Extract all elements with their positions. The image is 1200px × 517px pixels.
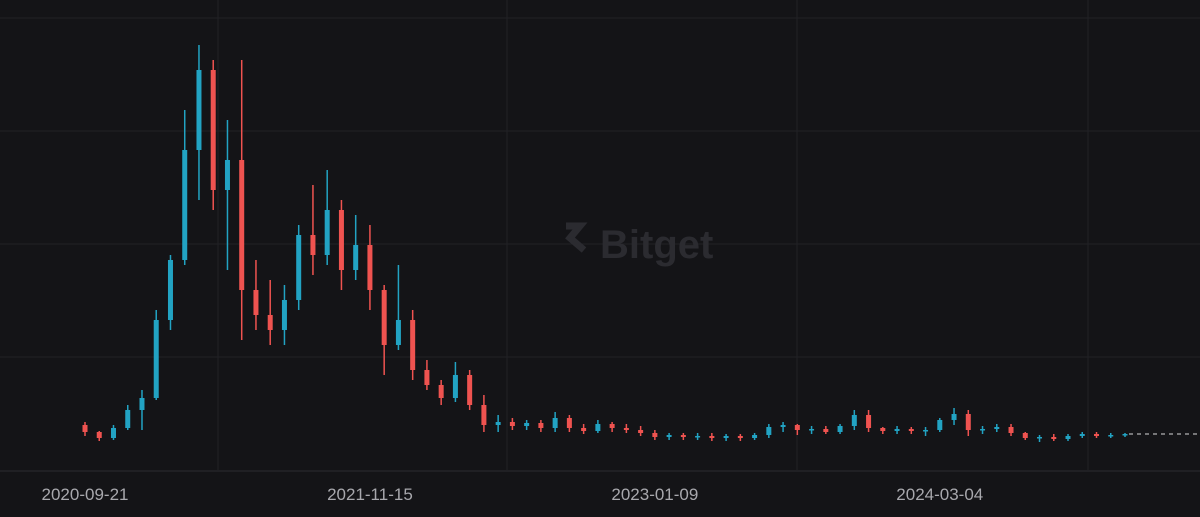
candle-body <box>267 315 273 330</box>
candle-body <box>894 429 900 431</box>
candle-body <box>1094 434 1100 436</box>
candle-body <box>82 425 88 432</box>
candle-body <box>481 405 487 425</box>
x-tick-label: 2021-11-15 <box>327 485 413 504</box>
candle-body <box>438 385 444 398</box>
candle-body <box>167 260 173 320</box>
candle-body <box>452 375 458 398</box>
candle-body <box>338 210 344 270</box>
candle-body <box>310 235 316 255</box>
candle-body <box>623 428 629 430</box>
candle-body <box>110 428 116 438</box>
candle-body <box>196 70 202 150</box>
candle-body <box>965 414 971 430</box>
candle-body <box>994 427 1000 429</box>
candle-body <box>281 300 287 330</box>
candle-body <box>908 429 914 431</box>
candle-body <box>923 430 929 432</box>
candle-body <box>538 423 544 428</box>
candle-body <box>424 370 430 385</box>
candle-body <box>524 423 530 426</box>
candle-body <box>737 436 743 438</box>
candle-body <box>410 320 416 370</box>
candle-body <box>239 160 245 290</box>
candle-body <box>125 410 131 428</box>
candle-body <box>1037 437 1043 439</box>
candle-body <box>566 418 572 428</box>
candle-body <box>1022 433 1028 438</box>
candle-body <box>296 235 302 300</box>
candle-body <box>182 150 188 260</box>
candle-body <box>367 245 373 290</box>
x-tick-label: 2020-09-21 <box>42 485 129 504</box>
candle-body <box>680 435 686 437</box>
candle-body <box>837 426 843 432</box>
candle-body <box>1008 427 1014 433</box>
candle-body <box>509 422 515 426</box>
candle-body <box>96 432 102 438</box>
candle-body <box>581 428 587 431</box>
watermark-logo <box>565 222 588 253</box>
candle-body <box>1122 434 1128 436</box>
candle-body <box>766 427 772 435</box>
candle-body <box>467 375 473 405</box>
candle-body <box>794 425 800 430</box>
candle-body <box>823 429 829 432</box>
candle-body <box>1065 436 1071 439</box>
x-tick-label: 2023-01-09 <box>611 485 698 504</box>
candle-body <box>709 436 715 438</box>
candle-body <box>210 70 216 190</box>
candle-body <box>980 429 986 431</box>
candle-body <box>851 415 857 426</box>
candle-body <box>752 435 758 438</box>
candle-body <box>1108 435 1114 437</box>
watermark: Bitget <box>600 223 713 267</box>
candle-body <box>353 245 359 270</box>
candle-body <box>495 422 501 425</box>
candle-body <box>253 290 259 315</box>
candle-body <box>139 398 145 410</box>
candle-body <box>880 428 886 431</box>
candle-body <box>224 160 230 190</box>
candle-body <box>866 415 872 428</box>
candle-body <box>652 433 658 437</box>
candle-body <box>609 424 615 428</box>
x-tick-label: 2024-03-04 <box>896 485 983 504</box>
candle-body <box>595 424 601 431</box>
candle-body <box>324 210 330 255</box>
candle-body <box>1079 434 1085 436</box>
candle-body <box>809 429 815 431</box>
candle-body <box>552 418 558 428</box>
candle-body <box>666 435 672 437</box>
candle-body <box>395 320 401 345</box>
candle-body <box>723 436 729 438</box>
candle-body <box>780 425 786 427</box>
candle-body <box>937 420 943 430</box>
candle-body <box>695 436 701 438</box>
candle-body <box>638 430 644 433</box>
candle-body <box>153 320 159 398</box>
candle-body <box>1051 437 1057 439</box>
candle-body <box>951 414 957 420</box>
candle-body <box>381 290 387 345</box>
